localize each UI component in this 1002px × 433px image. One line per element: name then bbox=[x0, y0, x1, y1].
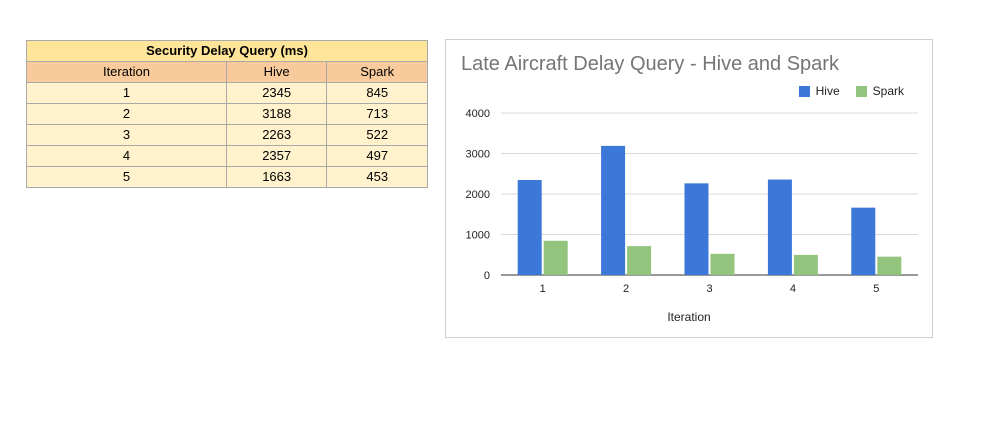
table-title: Security Delay Query (ms) bbox=[26, 40, 428, 62]
bar-hive bbox=[601, 145, 626, 275]
legend-label-hive: Hive bbox=[815, 84, 840, 98]
table-row: 1 2345 845 bbox=[26, 82, 428, 104]
y-tick-label: 1000 bbox=[466, 230, 490, 242]
table-header-row: Iteration Hive Spark bbox=[26, 61, 428, 83]
x-axis-label: Iteration bbox=[667, 310, 711, 324]
column-header-hive: Hive bbox=[225, 61, 328, 83]
bar-hive bbox=[767, 179, 792, 275]
bar-hive bbox=[684, 183, 709, 275]
bar-spark bbox=[627, 246, 652, 275]
table-title-row: Security Delay Query (ms) bbox=[26, 40, 428, 62]
table-row: 5 1663 453 bbox=[26, 166, 428, 188]
legend-item-hive: Hive bbox=[798, 84, 840, 98]
legend-swatch-hive bbox=[798, 85, 810, 97]
table-cell: 5 bbox=[26, 166, 227, 188]
table-cell: 3188 bbox=[225, 103, 328, 125]
x-tick-label: 3 bbox=[706, 283, 712, 295]
y-tick-label: 0 bbox=[484, 270, 490, 282]
chart-title: Late Aircraft Delay Query - Hive and Spa… bbox=[461, 53, 839, 75]
table-cell: 497 bbox=[326, 145, 428, 167]
table-cell: 2345 bbox=[225, 82, 328, 104]
table-row: 4 2357 497 bbox=[26, 145, 428, 167]
x-tick-label: 4 bbox=[790, 283, 796, 295]
x-tick-label: 5 bbox=[873, 283, 879, 295]
table-cell: 2263 bbox=[225, 124, 328, 146]
table-cell: 845 bbox=[326, 82, 428, 104]
y-tick-label: 3000 bbox=[466, 149, 490, 161]
table-cell: 713 bbox=[326, 103, 428, 125]
column-header-spark: Spark bbox=[326, 61, 428, 83]
bar-hive bbox=[851, 207, 876, 275]
y-tick-label: 2000 bbox=[466, 189, 490, 201]
legend-item-spark: Spark bbox=[855, 84, 904, 98]
x-tick-label: 1 bbox=[540, 283, 546, 295]
table-cell: 4 bbox=[26, 145, 227, 167]
table-cell: 2 bbox=[26, 103, 227, 125]
column-header-iteration: Iteration bbox=[26, 61, 227, 83]
x-tick-label: 2 bbox=[623, 283, 629, 295]
y-tick-label: 4000 bbox=[466, 108, 490, 120]
table-row: 2 3188 713 bbox=[26, 103, 428, 125]
bar-spark bbox=[793, 254, 818, 275]
table-cell: 1663 bbox=[225, 166, 328, 188]
bar-spark bbox=[543, 240, 568, 275]
legend-swatch-spark bbox=[855, 85, 867, 97]
table-row: 3 2263 522 bbox=[26, 124, 428, 146]
chart-legend: Hive Spark bbox=[789, 84, 904, 98]
bar-chart[interactable]: Late Aircraft Delay Query - Hive and Spa… bbox=[445, 39, 933, 338]
bar-hive bbox=[517, 180, 542, 275]
security-delay-table: Security Delay Query (ms) Iteration Hive… bbox=[26, 40, 428, 188]
bar-spark bbox=[877, 256, 902, 275]
table-cell: 3 bbox=[26, 124, 227, 146]
bar-spark bbox=[710, 253, 735, 275]
table-cell: 453 bbox=[326, 166, 428, 188]
plot-area: 0 1000 2000 3000 4000 1 2 3 4 5 bbox=[466, 108, 918, 295]
table-cell: 1 bbox=[26, 82, 227, 104]
table-cell: 2357 bbox=[225, 145, 328, 167]
table-cell: 522 bbox=[326, 124, 428, 146]
legend-label-spark: Spark bbox=[872, 84, 904, 98]
